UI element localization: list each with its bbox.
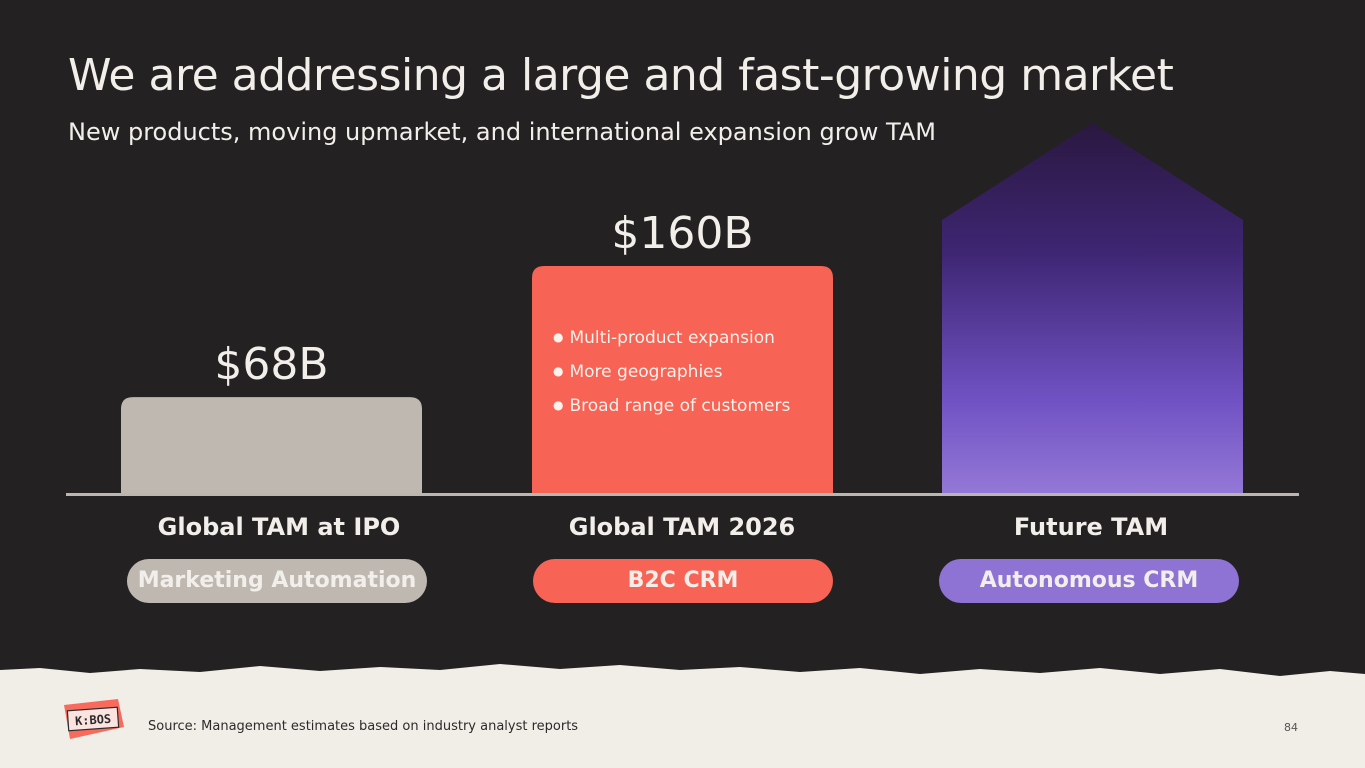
bullet-item: Multi-product expansion — [553, 326, 790, 360]
torn-paper-footer — [0, 664, 1365, 768]
slide-title: We are addressing a large and fast-growi… — [68, 50, 1174, 101]
bar-future-tam — [942, 123, 1243, 494]
svg-text:K:BOS: K:BOS — [75, 712, 112, 728]
tam-bar-chart: $68B $160B — [66, 123, 1299, 496]
company-logo: K:BOS — [64, 699, 124, 739]
bar-global-tam-ipo — [121, 397, 422, 494]
pill-b2c-crm: B2C CRM — [533, 559, 833, 603]
data-label-global-tam-ipo: $68B — [214, 339, 328, 390]
bullet-item: Broad range of customers — [553, 394, 790, 428]
category-label-future: Future TAM — [1013, 513, 1169, 541]
data-label-global-tam-2026: $160B — [611, 208, 753, 259]
source-note: Source: Management estimates based on in… — [148, 719, 579, 734]
category-label-ipo: Global TAM at IPO — [157, 513, 401, 541]
page-number: 84 — [1284, 721, 1298, 734]
pill-marketing-automation: Marketing Automation — [127, 559, 427, 603]
bullet-item: More geographies — [553, 360, 790, 394]
slide-subtitle: New products, moving upmarket, and inter… — [68, 118, 936, 146]
tam-2026-bullet-list: Multi-product expansion More geographies… — [553, 326, 790, 428]
category-label-2026: Global TAM 2026 — [568, 513, 796, 541]
pill-autonomous-crm: Autonomous CRM — [939, 559, 1239, 603]
